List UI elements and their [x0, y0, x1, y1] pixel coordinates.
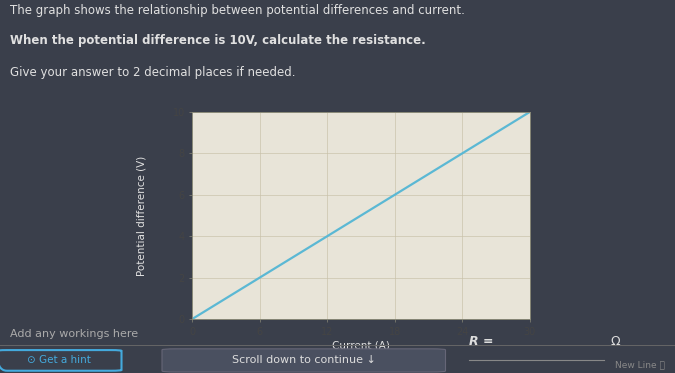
Text: R =: R =: [469, 335, 493, 348]
Text: Give your answer to 2 decimal places if needed.: Give your answer to 2 decimal places if …: [10, 66, 296, 79]
Text: Ω: Ω: [611, 335, 620, 348]
Text: Potential difference (V): Potential difference (V): [137, 155, 146, 276]
Text: ⊙ Get a hint: ⊙ Get a hint: [28, 355, 91, 365]
Text: Add any workings here: Add any workings here: [10, 329, 138, 339]
Text: New Line Ⓝ: New Line Ⓝ: [615, 360, 665, 369]
Text: When the potential difference is 10V, calculate the resistance.: When the potential difference is 10V, ca…: [10, 34, 426, 47]
FancyBboxPatch shape: [162, 349, 446, 372]
Text: The graph shows the relationship between potential differences and current.: The graph shows the relationship between…: [10, 4, 465, 17]
X-axis label: Current (A): Current (A): [332, 341, 390, 351]
Text: Scroll down to continue ↓: Scroll down to continue ↓: [232, 355, 376, 365]
